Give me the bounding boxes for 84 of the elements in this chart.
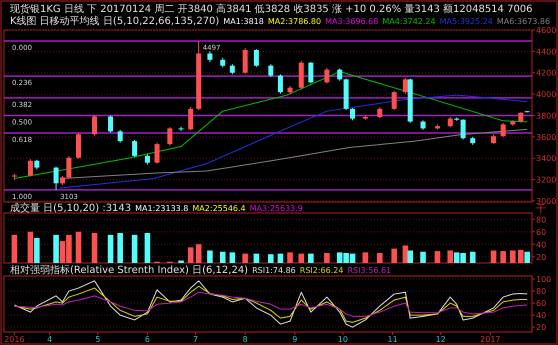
x-tick-label: 6	[144, 335, 150, 344]
candlestick	[278, 74, 283, 94]
y-tick-label: 4000	[536, 90, 556, 100]
y-axis-title: 千	[536, 203, 546, 215]
candlestick	[350, 107, 356, 121]
candlestick	[66, 156, 72, 179]
y-tick-label: 60	[536, 228, 546, 237]
candlestick	[491, 134, 496, 144]
candlestick	[28, 158, 33, 177]
text: MA5:3925.24	[440, 17, 493, 26]
y-tick-label: 3000	[536, 196, 556, 206]
y-tick-label: 100	[536, 275, 552, 284]
candlestick	[132, 140, 138, 158]
candlestick	[242, 48, 248, 74]
text: RSI2:66.24	[300, 266, 344, 275]
y-tick-label: 20	[536, 252, 546, 262]
y-tick-label: 80	[536, 215, 546, 224]
y-tick-label: 3800	[536, 111, 556, 120]
x-tick-label: 2016	[4, 335, 25, 344]
candlestick	[448, 116, 453, 128]
candlestick	[76, 132, 82, 160]
text: RSI3:56.61	[347, 266, 392, 275]
x-tick-label: 5	[95, 335, 100, 344]
candlestick	[207, 50, 212, 63]
candlestick	[392, 90, 397, 111]
chart-title: 现货银1KG 日线 下 20170124 周二 开3840 高3841 低3828 收3835 涨 +10 0.26% 量3143 额12048514 7006	[10, 3, 533, 15]
y-tick-label: 4600	[536, 26, 556, 35]
candlestick	[500, 122, 506, 138]
y-tick-label: 80	[536, 287, 546, 296]
annotation: MA3:25633.9	[250, 204, 303, 213]
x-tick-label: 8	[242, 335, 248, 344]
y-tick-label: 4200	[536, 68, 556, 78]
x-tick-label: 4	[47, 335, 52, 344]
text: RSI1:74.86	[252, 266, 296, 275]
y-tick-label: 3400	[536, 154, 556, 164]
x-tick-label: 7	[192, 335, 198, 344]
chart-title: 成交量 日(5,10,20) :3143	[10, 202, 132, 214]
candlestick	[154, 142, 160, 164]
x-tick-label: 2017	[480, 335, 501, 344]
line-series	[58, 94, 528, 189]
y-tick-label: 3600	[536, 132, 556, 142]
x-tick-label: 12	[436, 335, 446, 344]
y-tick-label: 20	[536, 323, 546, 332]
y-tick-label: 4400	[536, 47, 556, 56]
candlestick	[337, 68, 342, 82]
text: MA4:3742.24	[382, 17, 436, 26]
candlestick	[60, 175, 65, 186]
candlestick	[188, 106, 194, 131]
y-tick-label: 3200	[536, 176, 556, 185]
candlestick	[518, 112, 524, 123]
candlestick	[254, 48, 259, 68]
candlestick	[377, 106, 382, 119]
candlestick	[230, 64, 235, 75]
chart-subtitle: K线图 日移动平均线 日(5,10,22,66,135,270)	[10, 15, 220, 27]
x-tick-label: 9	[292, 335, 298, 344]
candlestick	[420, 120, 426, 130]
candlestick	[118, 129, 123, 144]
candlestick	[324, 67, 330, 84]
line-series	[14, 286, 528, 323]
x-tick-label: 10	[338, 335, 348, 344]
candlestick	[268, 64, 274, 78]
text: MA2:3786.80	[268, 17, 322, 26]
text: MA6:3673.86	[496, 17, 550, 26]
line-series	[14, 71, 528, 179]
candlestick	[144, 154, 150, 166]
candlestick	[308, 62, 314, 84]
text: MA3:3696.68	[325, 17, 378, 26]
candlestick	[220, 57, 226, 68]
line-series	[14, 280, 528, 328]
annotation: MA1:23133.8	[135, 204, 188, 213]
line-series	[14, 292, 528, 317]
x-tick-label: 11	[387, 335, 398, 344]
annotation: MA2:25546.4	[192, 204, 246, 213]
y-tick-label: 40	[536, 311, 546, 320]
candlestick	[92, 114, 98, 136]
candlestick	[460, 118, 466, 140]
candlestick	[34, 159, 40, 170]
y-tick-label: 60	[536, 299, 546, 308]
text: MA1:3818	[223, 17, 264, 26]
candlestick	[167, 126, 172, 146]
y-tick-label: 40	[536, 240, 546, 250]
chart-title: 相对强弱指标(Relative Strenth Index) 日(6,12,24)	[10, 264, 248, 276]
candlestick	[108, 114, 114, 134]
candlestick	[54, 166, 59, 190]
